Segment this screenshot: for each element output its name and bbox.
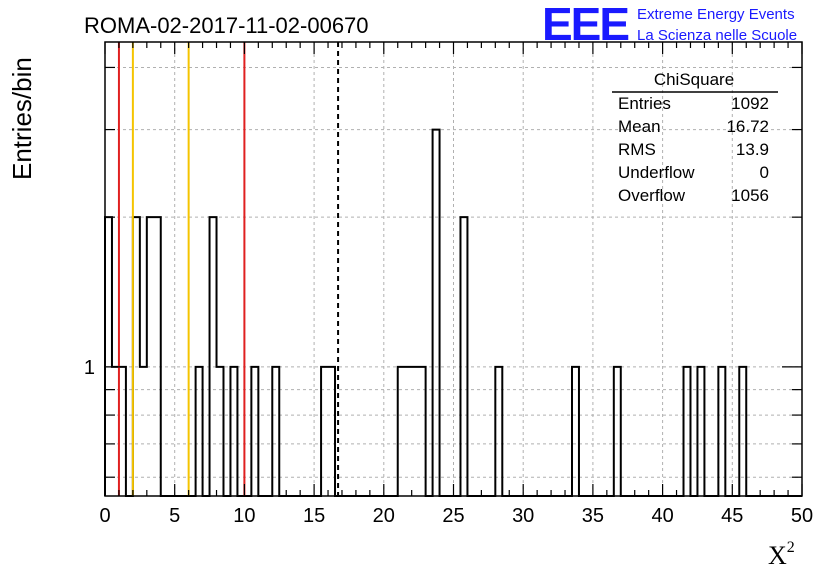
x-axis-label: X2	[768, 539, 795, 570]
stats-row-label: Entries	[618, 94, 671, 113]
stats-row-value: 16.72	[726, 117, 769, 136]
y-tick-label: 1	[84, 357, 95, 379]
histogram-bar	[140, 367, 147, 496]
stats-title: ChiSquare	[654, 70, 734, 89]
stats-row-value: 1056	[731, 186, 769, 205]
x-tick-label: 5	[169, 505, 180, 527]
histogram-bar	[739, 367, 746, 496]
stats-row-value: 0	[760, 163, 769, 182]
stats-box: ChiSquare Entries 1092 Mean 16.72 RMS 13.9 Und…	[612, 70, 778, 205]
histogram-bar	[154, 217, 161, 496]
histogram-bar	[684, 367, 691, 496]
x-tick-label: 15	[303, 505, 325, 527]
histogram-bar	[419, 367, 426, 496]
histogram-bar	[398, 367, 405, 496]
histogram-bar	[272, 367, 279, 496]
eee-logo: EEE Extreme Energy Events La Scienza nel…	[542, 0, 797, 50]
histogram-bar	[147, 217, 154, 496]
histogram-bar	[133, 217, 140, 496]
tick-labels: 0 5 10 15 20 25 30 35 40 45 50 1	[84, 357, 813, 527]
stats-row-label: RMS	[618, 140, 656, 159]
histogram-bar	[251, 367, 258, 496]
x-tick-label: 45	[721, 505, 743, 527]
histogram-bar	[405, 367, 412, 496]
x-tick-label: 30	[512, 505, 534, 527]
axis-ticks	[104, 42, 803, 496]
histogram-bar	[412, 367, 419, 496]
histogram-bar	[460, 217, 467, 496]
stats-row-label: Overflow	[618, 186, 686, 205]
histogram-bar	[210, 217, 217, 496]
histogram-bar	[697, 367, 704, 496]
y-axis-label: Entries/bin	[7, 57, 37, 180]
histogram-bar	[614, 367, 621, 496]
histogram-bar	[196, 367, 203, 496]
stats-row-value: 1092	[731, 94, 769, 113]
eee-logo-line2: La Scienza nelle Scuole	[637, 27, 797, 44]
stats-row-value: 13.9	[736, 140, 769, 159]
histogram-bar	[119, 367, 126, 496]
histogram-bar	[495, 367, 502, 496]
histogram-bar	[105, 217, 112, 496]
x-tick-label: 50	[791, 505, 813, 527]
x-tick-label: 40	[651, 505, 673, 527]
histogram-bar	[718, 367, 725, 496]
histogram-bar	[572, 367, 579, 496]
chart-title: ROMA-02-2017-11-02-00670	[84, 13, 369, 38]
eee-logo-line1: Extreme Energy Events	[637, 6, 795, 23]
histogram-bar	[433, 130, 440, 496]
histogram-bar	[328, 367, 335, 496]
histogram-bar	[217, 367, 224, 496]
x-tick-label: 20	[373, 505, 395, 527]
x-axis-label-superscript: 2	[787, 539, 795, 556]
x-tick-label: 35	[582, 505, 604, 527]
grid	[105, 42, 802, 496]
x-tick-label: 25	[442, 505, 464, 527]
histogram-bar	[230, 367, 237, 496]
stats-rows: Entries 1092 Mean 16.72 RMS 13.9 Underflow 0 Ove…	[618, 94, 769, 205]
x-tick-label: 10	[233, 505, 255, 527]
stats-row-label: Underflow	[618, 163, 695, 182]
histogram-bar	[321, 367, 328, 496]
reference-lines	[117, 42, 340, 496]
x-tick-label: 0	[99, 505, 110, 527]
stats-row-label: Mean	[618, 117, 661, 136]
